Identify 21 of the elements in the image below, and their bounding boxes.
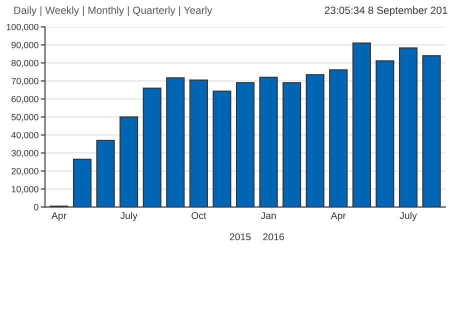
- y-tick-label: 10,000: [12, 186, 38, 194]
- text: 23:05:34 8 September 201: [324, 6, 448, 16]
- y-tick-label: 40,000: [11, 132, 38, 140]
- text: 2016: [263, 233, 284, 240]
- y-tick-label: 90,000: [12, 42, 38, 50]
- y-tick-label: 70,000: [12, 78, 38, 86]
- x-tick-label: July: [120, 212, 138, 221]
- y-tick-label: 20,000: [12, 168, 38, 176]
- y-tick-label: 80,000: [12, 60, 38, 68]
- x-tick-label: Oct: [192, 212, 206, 220]
- x-tick-label: Apr: [330, 212, 346, 221]
- y-tick-label: 30,000: [11, 150, 38, 158]
- y-tick-label: 0: [34, 204, 38, 210]
- x-tick-label: July: [400, 212, 417, 221]
- y-tick-label: 60,000: [12, 96, 38, 104]
- x-tick-label: Apr: [51, 212, 66, 221]
- x-tick-label: Jan: [260, 212, 276, 220]
- y-tick-label: 50,000: [12, 114, 38, 122]
- text: Daily | Weekly | Monthly | Quarterly | Yearly: [14, 6, 212, 16]
- text: 2015: [230, 233, 251, 240]
- y-tick-label: 100,000: [6, 24, 38, 32]
